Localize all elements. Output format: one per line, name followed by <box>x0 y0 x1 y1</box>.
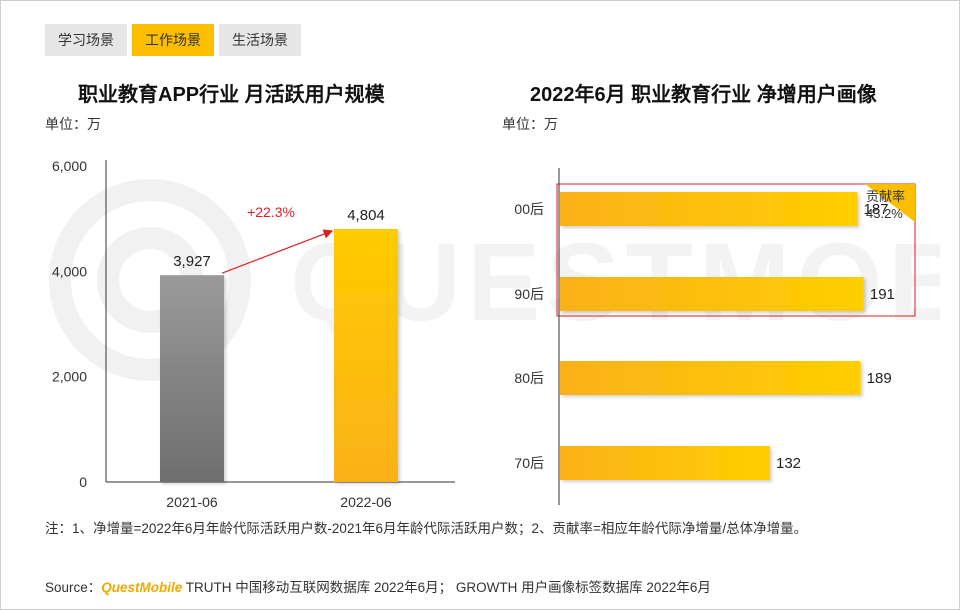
right-chart-title: 2022年6月 职业教育行业 净增用户画像 <box>530 84 877 106</box>
tab-work[interactable]: 工作场景 <box>132 24 214 56</box>
bar-value-label: 4,804 <box>347 207 385 224</box>
bar-2021-06 <box>160 275 224 482</box>
scene-tabs: 学习场景 工作场景 生活场景 <box>45 24 301 56</box>
source-line: Source：QuestMobile TRUTH 中国移动互联网数据库 2022… <box>45 576 711 596</box>
x-tick-label: 2022-06 <box>340 494 392 510</box>
growth-label: +22.3% <box>247 204 295 220</box>
left-y-tick-label: 2,000 <box>52 369 87 385</box>
left-y-tick-label: 0 <box>79 474 87 490</box>
source-brand: QuestMobile <box>101 580 183 595</box>
growth-arrow <box>221 229 334 274</box>
bar-2022-06 <box>334 228 398 482</box>
tab-study[interactable]: 学习场景 <box>45 24 127 56</box>
tab-life[interactable]: 生活场景 <box>219 24 301 56</box>
left-chart-title: 职业教育APP行业 月活跃用户规模 <box>78 84 385 106</box>
left-y-tick-label: 6,000 <box>52 158 87 174</box>
source-text: TRUTH 中国移动互联网数据库 2022年6月； GROWTH 用户画像标签数… <box>182 580 711 595</box>
x-tick-label: 2021-06 <box>166 494 218 510</box>
source-prefix: Source： <box>45 580 102 595</box>
left-chart-unit: 单位：万 <box>45 116 101 132</box>
left-y-tick-label: 4,000 <box>52 263 87 279</box>
footnote: 注：1、净增量=2022年6月年龄代际活跃用户数-2021年6月年龄代际活跃用户… <box>45 521 808 536</box>
bar-value-label: 3,927 <box>173 253 211 270</box>
right-chart-unit: 单位：万 <box>502 116 558 132</box>
